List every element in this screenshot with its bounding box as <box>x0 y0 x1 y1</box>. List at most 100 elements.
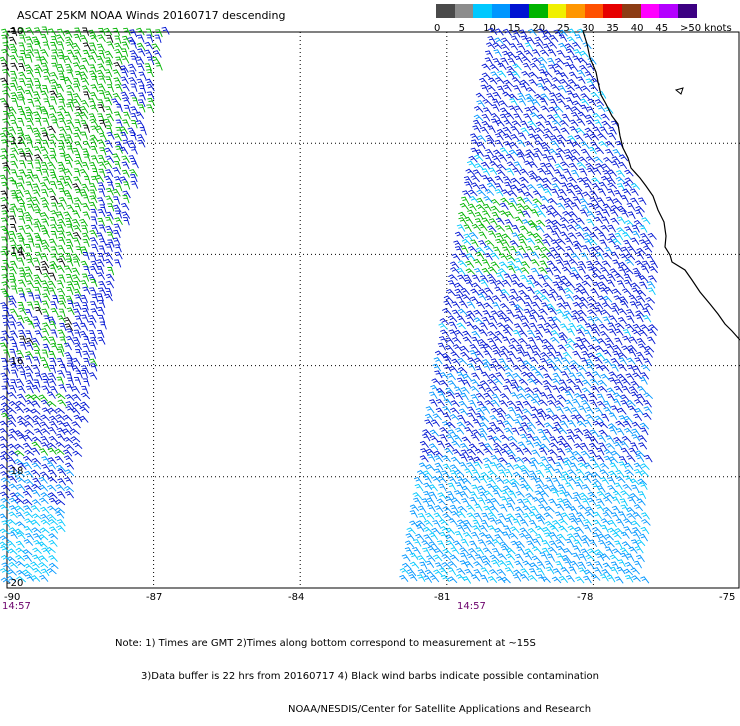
wind-barb <box>104 147 114 156</box>
wind-barb <box>82 27 90 36</box>
wind-barb <box>74 188 83 197</box>
wind-barb <box>523 113 532 121</box>
scale-label: >50 knots <box>680 23 732 34</box>
wind-barb <box>460 252 469 261</box>
wind-barb <box>543 233 553 241</box>
lon-label: -75 <box>719 592 736 603</box>
wind-barb <box>506 449 516 457</box>
wind-barb <box>572 55 582 64</box>
wind-barb <box>72 183 81 191</box>
wind-barb <box>554 351 564 360</box>
wind-barb <box>549 442 559 450</box>
wind-barb <box>18 215 26 224</box>
wind-barb <box>507 435 518 443</box>
wind-barb <box>487 230 497 239</box>
wind-barb <box>49 169 57 178</box>
wind-barb <box>8 428 18 436</box>
wind-barb <box>49 148 57 157</box>
wind-barb <box>619 296 629 304</box>
wind-barb <box>554 511 564 520</box>
wind-barb <box>502 336 511 345</box>
wind-barb <box>547 205 557 213</box>
wind-barb <box>625 323 635 331</box>
wind-barb <box>446 373 456 381</box>
wind-barb <box>491 436 502 443</box>
wind-barb <box>516 196 526 205</box>
wind-barb <box>545 267 554 276</box>
wind-barb <box>0 450 11 458</box>
wind-barb <box>16 521 26 528</box>
wind-barb <box>8 300 17 309</box>
wind-barb <box>486 84 496 92</box>
wind-barb <box>569 364 579 372</box>
wind-barb <box>594 307 603 316</box>
wind-barb <box>448 329 458 337</box>
wind-barb <box>482 363 491 372</box>
wind-barb <box>523 301 533 310</box>
wind-barb <box>545 463 555 472</box>
wind-barb <box>10 77 18 86</box>
wind-barb <box>558 379 568 388</box>
wind-barb <box>16 182 25 191</box>
wind-barb <box>81 385 89 394</box>
wind-barb <box>549 540 558 548</box>
wind-barb <box>458 211 468 219</box>
wind-barb <box>642 314 652 323</box>
wind-barb <box>49 264 57 274</box>
wind-barb <box>509 245 518 254</box>
wind-barb <box>549 436 559 444</box>
wind-barb <box>519 519 529 527</box>
wind-barb <box>605 343 615 351</box>
wind-barb <box>499 434 510 442</box>
wind-barb <box>499 350 509 358</box>
wind-barb <box>610 364 619 372</box>
wind-barb <box>543 373 553 381</box>
wind-barb <box>573 532 582 541</box>
wind-barb <box>57 253 66 261</box>
wind-barb <box>31 384 41 393</box>
wind-barb <box>483 196 493 204</box>
wind-barb <box>566 182 576 190</box>
wind-barb <box>438 322 448 330</box>
wind-barb <box>480 126 489 135</box>
wind-barb <box>10 119 19 128</box>
wind-barb <box>571 106 581 113</box>
wind-barb <box>467 406 476 415</box>
wind-barb <box>621 385 631 394</box>
wind-barb <box>48 105 57 114</box>
wind-barb <box>31 499 42 506</box>
wind-barb <box>15 540 25 549</box>
wind-barb <box>81 273 90 282</box>
wind-barb <box>535 238 545 246</box>
wind-barb <box>42 272 51 281</box>
wind-barb <box>497 62 507 70</box>
wind-barb <box>597 295 607 303</box>
wind-barb <box>636 393 646 402</box>
wind-barb <box>641 518 651 526</box>
wind-barb <box>607 169 617 177</box>
wind-barb <box>534 93 544 101</box>
wind-barb <box>2 321 11 330</box>
wind-barb <box>499 202 509 210</box>
wind-barb <box>638 442 648 450</box>
wind-barb <box>598 421 609 429</box>
wind-barb <box>497 310 507 317</box>
wind-barb <box>40 239 50 248</box>
wind-barb <box>524 140 534 148</box>
wind-barb <box>519 464 530 472</box>
wind-barb <box>497 314 507 323</box>
wind-barb <box>588 392 598 401</box>
wind-barb <box>620 210 629 218</box>
wind-barb <box>416 574 426 582</box>
wind-barb <box>454 392 463 401</box>
wind-barb <box>528 71 539 79</box>
wind-barb <box>524 42 534 51</box>
wind-barb <box>40 49 49 57</box>
wind-barb <box>647 328 657 336</box>
wind-barb <box>115 145 123 154</box>
wind-barb <box>512 329 521 338</box>
wind-barb <box>96 293 104 302</box>
wind-barb <box>7 456 16 465</box>
wind-barb <box>532 496 542 504</box>
wind-barb <box>520 573 530 581</box>
